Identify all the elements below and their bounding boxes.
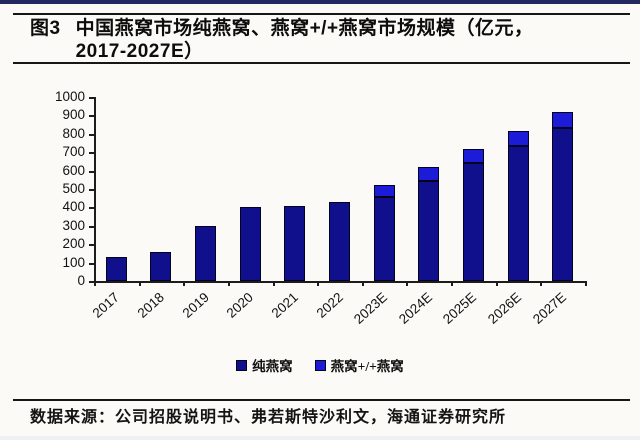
stacked-bar-chart: 0 100 200 300 400 500 600 700 800 900 1000 2017 2018…	[54, 89, 587, 327]
bar-segment-纯燕窝-2022	[329, 201, 350, 281]
y-tick-label: 400	[62, 199, 85, 215]
bar-segment-纯燕窝-2018	[150, 252, 172, 281]
y-tick-label: 600	[62, 162, 85, 178]
x-tick-label: 2017	[89, 289, 123, 321]
x-tick-mark	[138, 281, 141, 286]
data-source-text: 数据来源：公司招股说明书、弗若斯特沙利文，海通证券研究所	[30, 409, 507, 426]
y-tick-label: 300	[62, 217, 85, 233]
y-tick-label: 200	[62, 236, 85, 252]
bar-segment-燕窝+/+燕窝-2025E	[462, 149, 484, 164]
figure-title-line1: 中国燕窝市场纯燕窝、燕窝+/+燕窝市场规模（亿元，	[75, 18, 534, 39]
y-tick-mark	[89, 281, 94, 283]
legend-item-plus: 燕窝+/+燕窝	[314, 355, 404, 375]
bar-segment-纯燕窝-2017	[105, 257, 127, 281]
y-tick-mark	[89, 244, 94, 247]
x-tick-mark	[585, 281, 587, 286]
legend-swatch-plus	[314, 359, 326, 371]
y-tick-label: 100	[62, 254, 85, 270]
figure-title-line2: 2017-2027E）	[75, 41, 204, 62]
x-tick-mark	[227, 281, 230, 286]
bar-segment-纯燕窝-2024E	[418, 180, 440, 281]
y-tick-mark	[89, 97, 94, 99]
bar-segment-纯燕窝-2021	[284, 205, 306, 281]
x-axis-line	[94, 281, 587, 283]
x-tick-label: 2021	[268, 289, 301, 321]
y-tick-mark	[89, 262, 94, 265]
x-tick-mark	[317, 281, 320, 286]
bottom-edge-strip	[0, 436, 640, 440]
bar-segment-纯燕窝-2025E	[462, 163, 484, 281]
footer-rule	[13, 399, 630, 401]
chart-legend: 纯燕窝 燕窝+/+燕窝	[0, 355, 640, 375]
bar-segment-燕窝+/+燕窝-2024E	[418, 166, 440, 181]
y-tick-label: 700	[62, 144, 85, 160]
y-tick-mark	[89, 133, 94, 136]
y-tick-label: 0	[77, 273, 85, 288]
figure-title-text: 中国燕窝市场纯燕窝、燕窝+/+燕窝市场规模（亿元， 2017-2027E）	[76, 17, 534, 63]
legend-item-pure: 纯燕窝	[236, 355, 293, 375]
bar-segment-燕窝+/+燕窝-2026E	[507, 131, 529, 146]
bar-segment-纯燕窝-2020	[239, 207, 261, 281]
x-tick-label: 2026E	[484, 289, 525, 327]
x-tick-label: 2025E	[440, 289, 480, 327]
x-tick-mark	[94, 281, 96, 286]
y-tick-label: 800	[62, 125, 85, 141]
title-top-rule	[13, 13, 630, 15]
y-tick-mark	[89, 152, 94, 155]
top-border-band	[0, 0, 640, 4]
x-tick-mark	[495, 281, 498, 286]
y-tick-mark	[89, 225, 94, 228]
y-tick-label: 1000	[54, 89, 85, 104]
bar-segment-纯燕窝-2027E	[552, 128, 574, 281]
x-tick-label: 2019	[179, 289, 212, 321]
x-tick-label: 2027E	[529, 289, 569, 327]
bar-segment-燕窝+/+燕窝-2027E	[552, 111, 574, 129]
title-bottom-rule	[13, 62, 630, 64]
x-tick-mark	[183, 281, 186, 286]
x-tick-mark	[272, 281, 275, 286]
y-tick-label: 500	[62, 181, 85, 196]
legend-label-pure: 纯燕窝	[252, 359, 293, 374]
bar-segment-纯燕窝-2019	[195, 225, 217, 281]
x-tick-mark	[540, 281, 543, 286]
y-axis-line	[94, 97, 96, 283]
x-tick-mark	[361, 281, 364, 286]
legend-swatch-pure	[236, 359, 248, 371]
figure-title: 图3 中国燕窝市场纯燕窝、燕窝+/+燕窝市场规模（亿元， 2017-2027E）	[30, 17, 534, 63]
x-tick-mark	[451, 281, 454, 286]
figure-label: 图3	[30, 18, 61, 39]
x-tick-label: 2022	[313, 289, 346, 321]
bar-segment-纯燕窝-2026E	[507, 145, 529, 281]
y-tick-label: 900	[62, 107, 85, 123]
legend-label-plus: 燕窝+/+燕窝	[330, 359, 404, 374]
bar-segment-燕窝+/+燕窝-2023E	[373, 185, 395, 198]
bar-segment-纯燕窝-2023E	[373, 197, 395, 281]
x-tick-mark	[406, 281, 409, 286]
y-tick-mark	[89, 189, 94, 191]
y-tick-mark	[89, 170, 94, 173]
y-tick-mark	[89, 115, 94, 118]
x-tick-label: 2018	[134, 289, 167, 321]
y-tick-mark	[89, 207, 94, 210]
